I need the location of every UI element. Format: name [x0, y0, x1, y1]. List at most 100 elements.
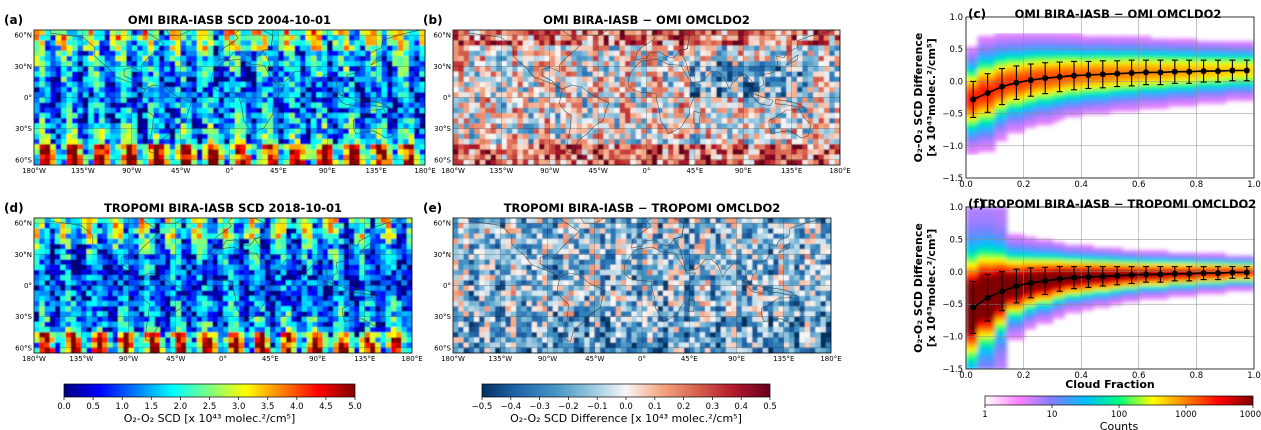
y-tick-label: −1.5 — [942, 174, 963, 184]
y-tick-label: 0° — [24, 94, 32, 102]
mean-point — [1085, 273, 1092, 280]
y-tick-label: 60°N — [433, 220, 451, 228]
coastline — [353, 108, 397, 139]
mean-point — [970, 96, 977, 103]
y-axis-label: O₂-O₂ SCD Difference — [912, 223, 925, 353]
coastline — [332, 92, 359, 107]
mean-point — [1056, 275, 1063, 282]
colorbar-tick-label: −0.5 — [472, 402, 493, 412]
x-tick-label: 45°W — [588, 167, 607, 175]
panel-title: OMI BIRA-IASB SCD 2004-10-01 — [128, 13, 331, 27]
map-panel-d: 180°W 135°W 90°W 45°W 0° 45°E 90°E 135°E 180°E 60… — [4, 201, 423, 363]
x-tick-label: 135°W — [69, 355, 93, 363]
mean-point — [1171, 68, 1178, 75]
density-cloud — [966, 33, 1254, 155]
y-tick-label: 30°N — [433, 63, 451, 71]
colorbar-tick-label: 1.5 — [145, 402, 159, 412]
coastline — [673, 218, 828, 286]
mean-point — [1128, 272, 1135, 279]
coastline — [49, 218, 161, 278]
mean-point — [1128, 70, 1135, 77]
coastline — [165, 30, 192, 36]
mean-point — [999, 288, 1005, 295]
y-tick-label: 60°N — [433, 32, 451, 40]
x-tick-label: 180°E — [829, 167, 850, 175]
y-tick-label: 30°S — [434, 313, 451, 321]
x-tick-label: 90°E — [309, 355, 326, 363]
x-tick-label: 0° — [643, 167, 651, 175]
mean-point — [1243, 269, 1250, 276]
map-panel-e: 180°W 135°W 90°W 45°W 0° 45°E 90°E 135°E 180°E 60… — [423, 201, 842, 363]
x-tick-label: 180°W — [441, 167, 465, 175]
mean-point — [1186, 270, 1193, 277]
scatter-frame — [965, 16, 1255, 179]
map-field — [453, 218, 831, 353]
mean-point — [1114, 70, 1121, 77]
x-tick-label: 1.0 — [1247, 371, 1261, 381]
coastline — [556, 272, 606, 342]
coastline — [342, 296, 385, 327]
map-frame — [452, 217, 832, 354]
coastline — [741, 280, 767, 295]
y-tick-label: 30°S — [15, 313, 32, 321]
colorbar-label: O₂-O₂ SCD Difference [x 10⁴³ molec.²/cm⁵… — [510, 412, 742, 425]
colorbar-tick-label: 0.2 — [677, 402, 691, 412]
x-tick-label: 0.6 — [1132, 180, 1146, 190]
x-tick-label: 180°W — [441, 355, 465, 363]
mean-point — [1157, 271, 1164, 278]
y-tick-label: 0.5 — [949, 235, 963, 245]
x-axis-label: Cloud Fraction — [1065, 378, 1155, 391]
colorbar-tick-label: 0.4 — [734, 402, 748, 412]
x-tick-label: 1.0 — [1247, 180, 1261, 190]
x-tick-label: 180°W — [22, 355, 46, 363]
y-tick-label: 60°N — [14, 220, 32, 228]
coastline — [359, 99, 391, 109]
y-tick-label: −0.5 — [942, 110, 963, 120]
coastline — [468, 30, 583, 90]
y-tick-label: 1.0 — [949, 13, 963, 23]
y-tick-label: 0.5 — [949, 45, 963, 55]
coastline — [141, 84, 192, 154]
x-tick-label: 45°E — [681, 355, 698, 363]
x-tick-label: 90°W — [538, 355, 557, 363]
mean-point — [1157, 69, 1164, 76]
mean-point — [1143, 271, 1149, 278]
x-tick-label: 135°W — [488, 355, 512, 363]
coastline — [261, 30, 422, 98]
coastline — [693, 110, 701, 124]
panel-label: (e) — [423, 201, 442, 215]
coastline — [277, 110, 285, 124]
y-tick-label: −1.5 — [942, 365, 963, 375]
y-tick-label: 30°N — [14, 251, 32, 259]
mean-point — [1071, 274, 1077, 281]
coastline — [559, 84, 610, 154]
map-panel-b: 180°W 135°W 90°W 45°W 0° 45°E 90°E 135°E 180°E 60… — [423, 13, 851, 175]
y-tick-label: 60°S — [434, 156, 451, 164]
mean-point — [999, 83, 1005, 90]
mean-point — [1215, 68, 1221, 75]
map-frame — [33, 29, 426, 166]
x-tick-label: 180°W — [22, 167, 46, 175]
panel-label: (c) — [968, 7, 986, 21]
panel-title: TROPOMI BIRA-IASB − TROPOMI OMCLDO2 — [980, 197, 1257, 211]
mean-point — [1013, 79, 1020, 86]
colorbar-gradient — [984, 395, 1254, 406]
panel-label: (d) — [4, 201, 24, 215]
x-tick-label: 90°W — [122, 167, 141, 175]
colorbar-label: Counts — [1100, 420, 1139, 430]
colorbar-tick-label: 0.5 — [763, 402, 777, 412]
x-tick-label: 135°E — [365, 167, 386, 175]
mean-point — [1013, 283, 1020, 290]
panel-label: (f) — [968, 197, 984, 211]
mean-point — [1200, 270, 1207, 277]
colorbar-tick-label: 10000 — [1239, 410, 1261, 420]
colorbar-tick-label: −0.3 — [529, 402, 550, 412]
y-tick-label: 60°S — [15, 156, 32, 164]
mean-point — [1171, 270, 1178, 277]
x-tick-label: 0.0 — [959, 180, 973, 190]
coastline — [623, 246, 697, 323]
colorbar-tick-label: 1 — [982, 410, 987, 420]
coastline — [268, 298, 276, 312]
mean-point — [970, 304, 977, 311]
coastline — [210, 58, 286, 135]
